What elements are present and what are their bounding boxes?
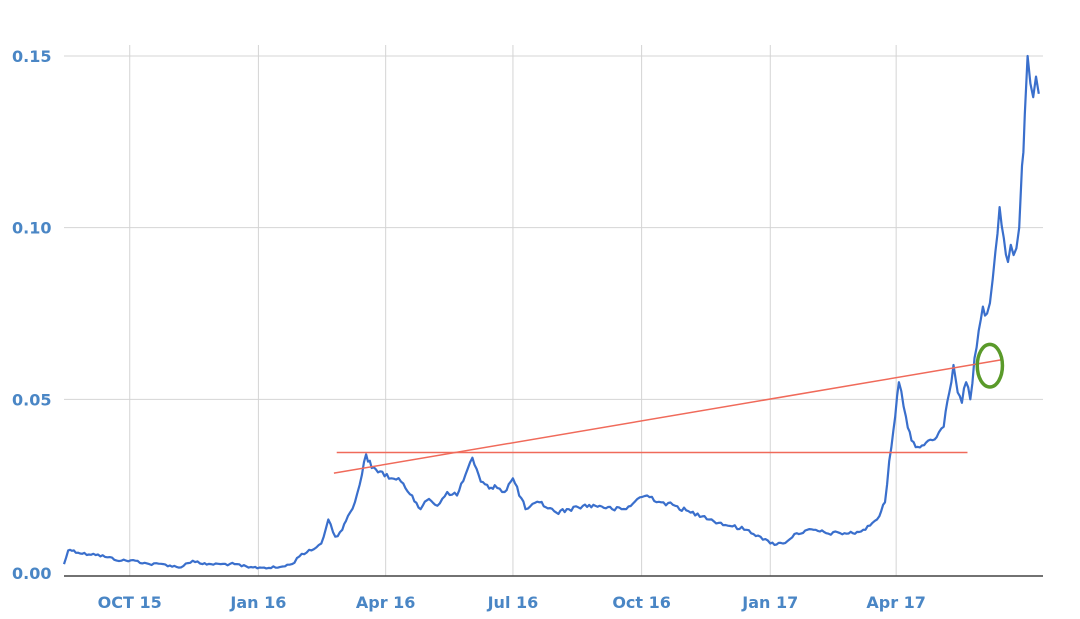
y-tick-label: 0.05 [12,390,51,409]
x-tick-label: Apr 17 [866,593,926,612]
series-line [62,54,1040,570]
x-tick-label: Jul 16 [487,593,539,612]
x-tick-label: Apr 16 [356,593,416,612]
series-layer [62,54,1040,570]
y-tick-label: 0.00 [12,564,51,583]
y-tick-label: 0.15 [12,47,51,66]
annotations [333,342,1005,474]
x-tick-label: Jan 16 [229,593,286,612]
x-tick-label: Oct 16 [612,593,671,612]
tick-labels: OCT 15 Jan 16 Apr 16 Jul 16 Oct 16 Jan 17 Apr … [12,47,926,612]
grid [64,45,1043,576]
trendline [333,359,1002,474]
x-tick-label: OCT 15 [98,593,162,612]
y-tick-label: 0.10 [12,219,51,238]
x-tick-label: Jan 17 [741,593,798,612]
highlight-circle [975,342,1005,389]
